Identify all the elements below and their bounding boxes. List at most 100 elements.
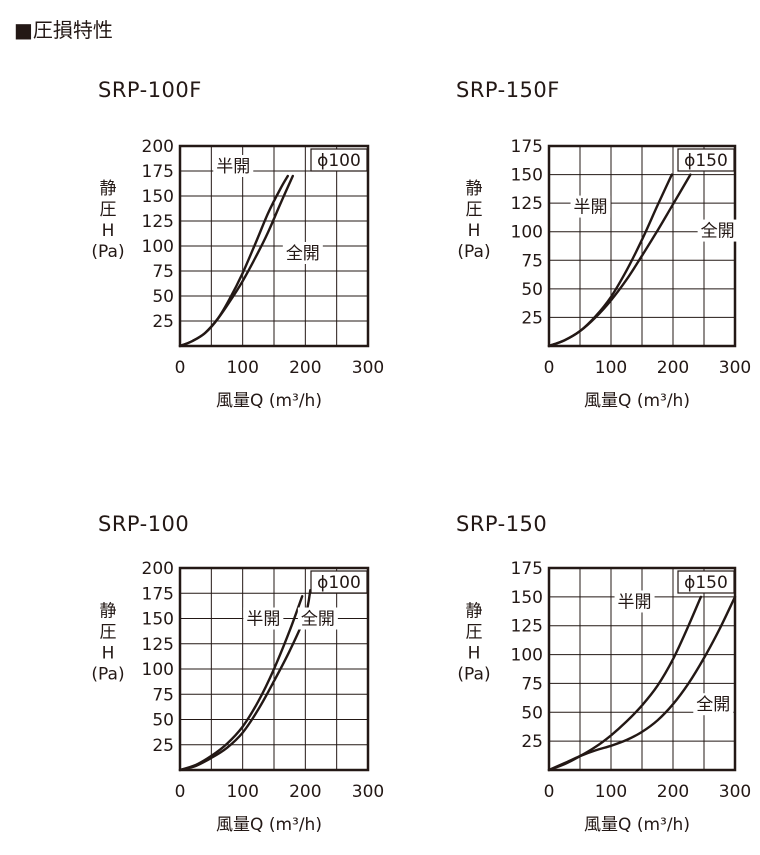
curve-label-background	[297, 607, 338, 630]
diameter-label-box	[677, 148, 735, 172]
diameter-label: ϕ100	[317, 151, 361, 171]
x-tick-label: 0	[544, 782, 555, 802]
y-tick-label: 25	[152, 312, 174, 332]
y-axis-label: 圧	[466, 200, 483, 220]
diameter-label: ϕ100	[317, 573, 361, 593]
y-tick-label: 150	[142, 610, 174, 630]
y-tick-label: 75	[152, 685, 174, 705]
diameter-label-box	[310, 570, 368, 594]
x-tick-label: 100	[226, 358, 258, 378]
y-axis-label: (Pa)	[91, 242, 124, 262]
y-tick-label: 200	[142, 559, 174, 579]
y-axis-label: 静	[100, 601, 117, 621]
diameter-label: ϕ150	[684, 151, 728, 171]
y-tick-label: 75	[152, 262, 174, 282]
series-line-full-open	[178, 589, 312, 772]
y-tick-label: 100	[142, 660, 174, 680]
x-tick-label: 300	[352, 782, 384, 802]
series-line-half-open	[178, 595, 304, 772]
x-tick-label: 0	[175, 358, 186, 378]
y-axis-label: 圧	[100, 200, 117, 220]
y-tick-label: 50	[152, 287, 174, 307]
chart-srp-150: SRP-150 25 50 75 100 125 150 175 0 100 200 300 静圧H(P…	[456, 512, 751, 835]
curve-label-background	[282, 242, 323, 264]
y-tick-label: 125	[511, 617, 543, 637]
series-line-full-open	[547, 595, 737, 772]
curve-label-background	[614, 590, 655, 613]
curve-label-background	[697, 219, 738, 242]
x-axis-label: 風量Q (m³/h)	[216, 815, 322, 835]
y-axis-label: H	[468, 643, 481, 663]
y-tick-label: 125	[142, 635, 174, 655]
plot-frame	[178, 566, 370, 772]
plot-frame	[547, 144, 737, 348]
y-tick-label: 100	[511, 223, 543, 243]
chart-title: SRP-100	[98, 512, 189, 536]
y-tick-label: 175	[142, 162, 174, 182]
y-axis-label: H	[468, 221, 481, 241]
y-axis-label: (Pa)	[457, 242, 490, 262]
x-tick-label: 300	[352, 358, 384, 378]
chart-srp-100: SRP-100 25 50 75 100 125 150 175 200 0 100 200 300 静圧…	[91, 512, 384, 835]
x-tick-label: 100	[595, 782, 627, 802]
y-axis-label: 圧	[100, 622, 117, 642]
y-tick-label: 25	[521, 308, 543, 328]
curve-label-background	[213, 155, 254, 177]
y-tick-label: 150	[511, 588, 543, 608]
y-tick-label: 100	[511, 646, 543, 666]
y-tick-label: 75	[521, 251, 543, 271]
x-tick-label: 200	[289, 782, 321, 802]
chart-title: SRP-100F	[98, 78, 202, 102]
curve-label-full-open: 全開	[301, 610, 335, 630]
x-tick-label: 100	[595, 358, 627, 378]
y-tick-label: 150	[142, 187, 174, 207]
chart-srp-150f: SRP-150F 25 50 75 100 125 150 175 0 100 200 300 静圧H(…	[456, 78, 751, 411]
x-axis-label: 風量Q (m³/h)	[584, 815, 690, 835]
x-tick-label: 300	[719, 358, 751, 378]
y-tick-label: 175	[142, 584, 174, 604]
curve-label-background	[243, 607, 284, 630]
curve-label-half-open: 半開	[574, 198, 608, 218]
y-tick-label: 175	[511, 137, 543, 157]
y-tick-label: 75	[521, 674, 543, 694]
y-axis-label: H	[102, 221, 115, 241]
curve-label-full-open: 全開	[286, 244, 320, 264]
curve-label-full-open: 全開	[696, 695, 730, 715]
y-tick-label: 125	[511, 194, 543, 214]
y-axis-label: 静	[466, 601, 483, 621]
x-tick-label: 200	[657, 358, 689, 378]
chart-srp-100f: SRP-100F 25 50 75 100 125 150 175 200 0 100 200 300 静…	[91, 78, 384, 411]
x-tick-label: 200	[289, 358, 321, 378]
curve-label-full-open: 全開	[701, 222, 735, 242]
page-title: ■圧損特性	[14, 18, 113, 42]
chart-title: SRP-150F	[456, 78, 560, 102]
curve-label-background	[693, 693, 734, 716]
series-line-full-open	[178, 174, 294, 348]
x-tick-label: 300	[719, 782, 751, 802]
x-tick-label: 0	[544, 358, 555, 378]
diameter-label-box	[310, 148, 368, 172]
y-tick-label: 50	[152, 711, 174, 731]
y-axis-label: (Pa)	[91, 664, 124, 684]
y-axis-label: 圧	[466, 622, 483, 642]
x-axis-label: 風量Q (m³/h)	[584, 391, 690, 411]
y-axis-label: H	[102, 643, 115, 663]
x-axis-label: 風量Q (m³/h)	[216, 391, 322, 411]
x-tick-label: 0	[175, 782, 186, 802]
curve-label-half-open: 半開	[216, 157, 250, 177]
y-axis-label: 静	[100, 179, 117, 199]
diameter-label-box	[677, 570, 735, 594]
curve-label-half-open: 半開	[246, 610, 280, 630]
y-tick-label: 175	[511, 559, 543, 579]
curve-label-half-open: 半開	[618, 592, 652, 612]
curve-label-background	[570, 195, 611, 218]
y-axis-label: (Pa)	[457, 664, 490, 684]
chart-title: SRP-150	[456, 512, 547, 536]
x-tick-label: 200	[657, 782, 689, 802]
y-tick-label: 25	[152, 736, 174, 756]
plot-frame	[547, 566, 737, 772]
y-tick-label: 100	[142, 237, 174, 257]
diameter-label: ϕ150	[684, 573, 728, 593]
y-axis-label: 静	[466, 179, 483, 199]
